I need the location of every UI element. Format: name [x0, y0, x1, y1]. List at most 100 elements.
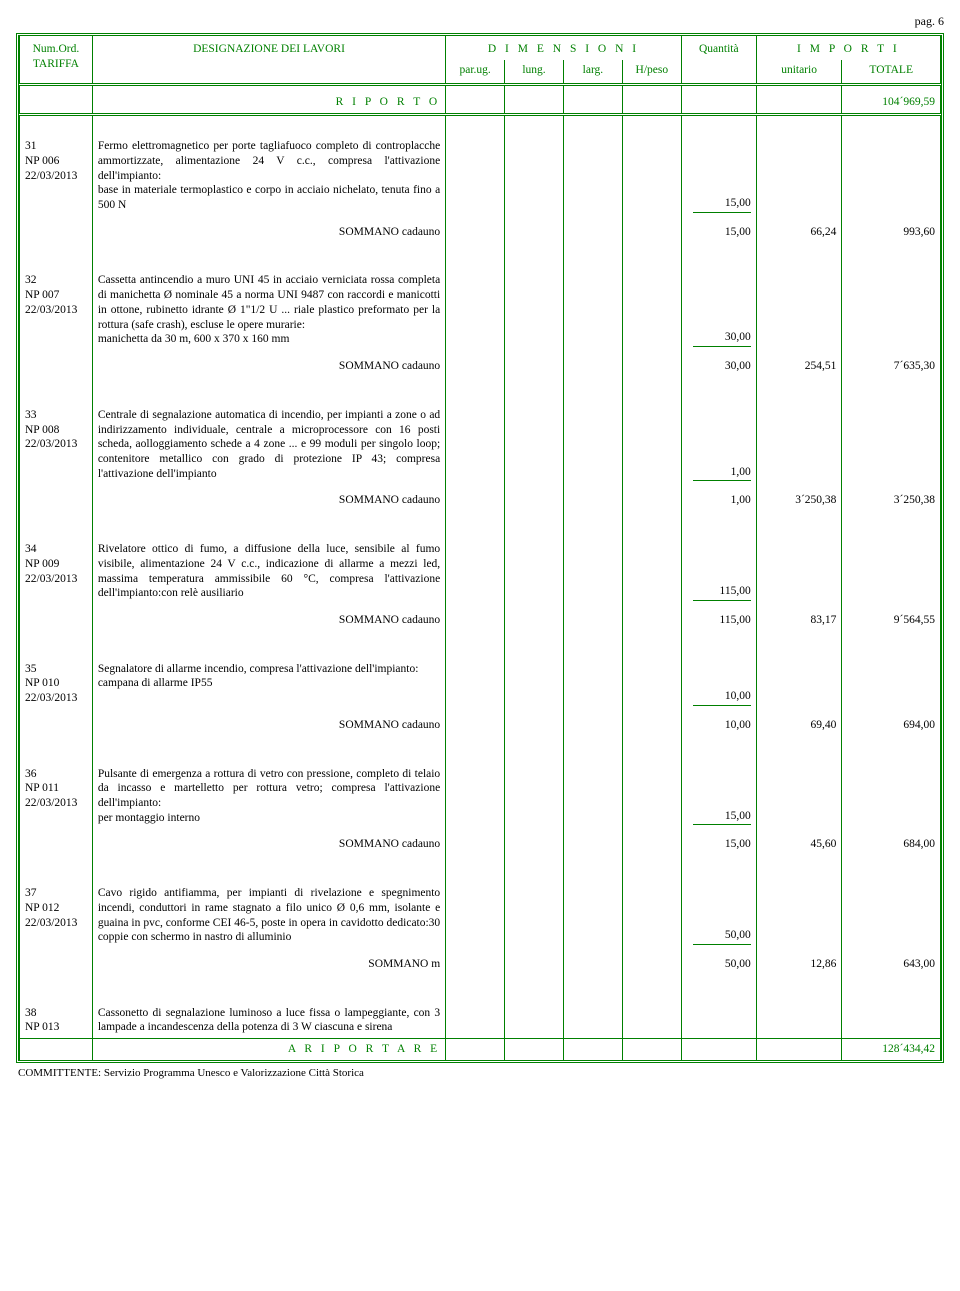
item-qty-value: 15,00: [693, 196, 751, 213]
item-id: 35 NP 010 22/03/2013: [20, 659, 93, 709]
item-qty: 115,00: [681, 539, 756, 604]
sommano-unit: 83,17: [756, 610, 842, 631]
item-qty: 30,00: [681, 270, 756, 350]
item-qty-value: 10,00: [693, 689, 751, 706]
item-date: 22/03/2013: [25, 797, 77, 809]
item-code: NP 009: [25, 558, 59, 570]
item-desc: Pulsante di emergenza a rottura di vetro…: [92, 764, 445, 829]
sommano-label: SOMMANO cadauno: [92, 610, 445, 631]
item-desc: Fermo elettromagnetico per porte tagliaf…: [92, 136, 445, 216]
item-qty: 1,00: [681, 405, 756, 485]
sommano-qty: 15,00: [681, 834, 756, 855]
sommano-unit: 66,24: [756, 222, 842, 243]
riportare-value: 128´434,42: [842, 1039, 941, 1060]
sommano-qty: 50,00: [681, 954, 756, 975]
item-id: 31 NP 006 22/03/2013: [20, 136, 93, 216]
item-desc: Segnalatore di allarme incendio, compres…: [92, 659, 445, 709]
hdr-totale: TOTALE: [842, 60, 941, 85]
hdr-hpeso: H/peso: [622, 60, 681, 85]
item-id: 37 NP 012 22/03/2013: [20, 883, 93, 948]
item-id: 36 NP 011 22/03/2013: [20, 764, 93, 829]
sommano-unit: 45,60: [756, 834, 842, 855]
hdr-importi: I M P O R T I: [756, 36, 940, 60]
committente: COMMITTENTE: Servizio Programma Unesco e…: [16, 1063, 944, 1079]
item-date: 22/03/2013: [25, 692, 77, 704]
item-code: NP 006: [25, 155, 59, 167]
item-num: 32: [25, 274, 37, 286]
sommano-qty: 10,00: [681, 715, 756, 736]
hdr-numord: Num.Ord. TARIFFA: [20, 36, 93, 85]
hdr-parug: par.ug.: [446, 60, 505, 85]
sommano-total: 3´250,38: [842, 490, 941, 511]
item-num: 37: [25, 887, 37, 899]
item-num: 36: [25, 768, 37, 780]
sommano-unit: 12,86: [756, 954, 842, 975]
sommano-total: 993,60: [842, 222, 941, 243]
item-code: NP 013: [25, 1021, 59, 1033]
hdr-unitario: unitario: [756, 60, 842, 85]
item-code: NP 012: [25, 902, 59, 914]
item-num: 34: [25, 543, 37, 555]
item-desc: Centrale di segnalazione automatica di i…: [92, 405, 445, 485]
riporto-value: 104´969,59: [842, 92, 941, 114]
bill-table: Num.Ord. TARIFFA DESIGNAZIONE DEI LAVORI…: [19, 36, 941, 1060]
sommano-label: SOMMANO cadauno: [92, 715, 445, 736]
bill-table-frame: Num.Ord. TARIFFA DESIGNAZIONE DEI LAVORI…: [16, 33, 944, 1063]
sommano-label: SOMMANO cadauno: [92, 834, 445, 855]
hdr-larg: larg.: [563, 60, 622, 85]
sommano-qty: 15,00: [681, 222, 756, 243]
sommano-total: 684,00: [842, 834, 941, 855]
item-date: 22/03/2013: [25, 170, 77, 182]
item-code: NP 007: [25, 289, 59, 301]
sommano-unit: 254,51: [756, 356, 842, 377]
sommano-unit: 3´250,38: [756, 490, 842, 511]
item-code: NP 011: [25, 782, 59, 794]
hdr-quantita: Quantità: [681, 36, 756, 85]
item-qty-value: 15,00: [693, 809, 751, 826]
item-desc: Rivelatore ottico di fumo, a diffusione …: [92, 539, 445, 604]
sommano-label: SOMMANO m: [92, 954, 445, 975]
hdr-designazione: DESIGNAZIONE DEI LAVORI: [92, 36, 445, 85]
sommano-label: SOMMANO cadauno: [92, 356, 445, 377]
sommano-total: 643,00: [842, 954, 941, 975]
sommano-total: 9´564,55: [842, 610, 941, 631]
riportare-label: A R I P O R T A R E: [92, 1039, 445, 1060]
riporto-label: R I P O R T O: [92, 92, 445, 114]
item-id: 34 NP 009 22/03/2013: [20, 539, 93, 604]
sommano-qty: 1,00: [681, 490, 756, 511]
hdr-numord-l1: Num.Ord.: [33, 43, 80, 55]
sommano-qty: 30,00: [681, 356, 756, 377]
item-qty-value: 115,00: [693, 584, 751, 601]
item-id: 38 NP 013: [20, 1003, 93, 1039]
item-code: NP 010: [25, 677, 59, 689]
sommano-total: 7´635,30: [842, 356, 941, 377]
item-qty-value: 30,00: [693, 330, 751, 347]
sommano-unit: 69,40: [756, 715, 842, 736]
item-num: 35: [25, 663, 37, 675]
hdr-dimensioni: D I M E N S I O N I: [446, 36, 682, 60]
item-id: 33 NP 008 22/03/2013: [20, 405, 93, 485]
item-date: 22/03/2013: [25, 573, 77, 585]
item-qty-value: 1,00: [693, 465, 751, 482]
item-desc: Cassonetto di segnalazione luminoso a lu…: [92, 1003, 445, 1039]
item-code: NP 008: [25, 424, 59, 436]
item-qty-value: 50,00: [693, 928, 751, 945]
item-date: 22/03/2013: [25, 917, 77, 929]
item-qty: 15,00: [681, 136, 756, 216]
item-num: 33: [25, 409, 37, 421]
item-qty: 50,00: [681, 883, 756, 948]
item-date: 22/03/2013: [25, 304, 77, 316]
hdr-numord-l2: TARIFFA: [33, 58, 79, 70]
sommano-total: 694,00: [842, 715, 941, 736]
item-date: 22/03/2013: [25, 438, 77, 450]
item-num: 38: [25, 1007, 37, 1019]
item-id: 32 NP 007 22/03/2013: [20, 270, 93, 350]
item-num: 31: [25, 140, 37, 152]
sommano-label: SOMMANO cadauno: [92, 490, 445, 511]
item-desc: Cassetta antincendio a muro UNI 45 in ac…: [92, 270, 445, 350]
item-qty: 15,00: [681, 764, 756, 829]
page-number: pag. 6: [16, 14, 944, 29]
hdr-lung: lung.: [505, 60, 564, 85]
sommano-label: SOMMANO cadauno: [92, 222, 445, 243]
item-qty: 10,00: [681, 659, 756, 709]
